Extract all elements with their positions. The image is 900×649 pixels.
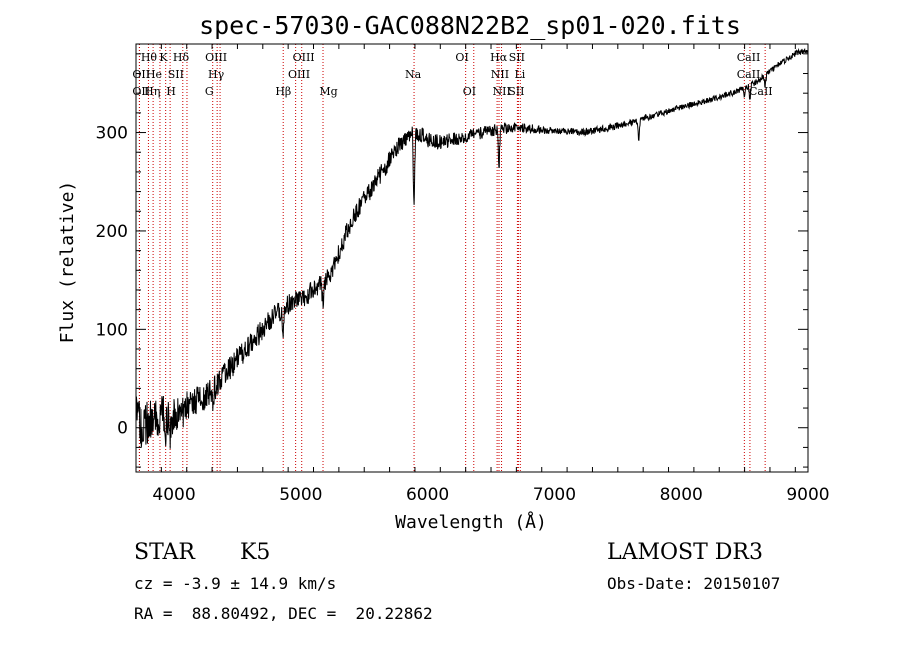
line-label: H — [166, 85, 176, 98]
line-label: SII — [168, 68, 184, 81]
line-label: He — [146, 68, 162, 81]
line-label: Hβ — [275, 85, 291, 98]
line-label: Mg — [319, 85, 337, 98]
line-label: G — [205, 85, 214, 98]
line-label: OI — [463, 85, 476, 98]
y-tick-label: 100 — [96, 320, 128, 340]
line-label: OII — [132, 85, 150, 98]
redshift-cz: cz = -3.9 ± 14.9 km/s — [134, 574, 337, 593]
line-label: Hη — [144, 85, 160, 98]
x-tick-label: 5000 — [279, 485, 322, 505]
line-label: OIII — [288, 68, 310, 81]
line-label: CaII — [737, 68, 761, 81]
line-label: SII — [508, 85, 524, 98]
x-axis-label: Wavelength (Å) — [395, 511, 547, 533]
x-tick-label: 9000 — [786, 485, 829, 505]
line-label: OIII — [293, 51, 315, 64]
y-axis-label: Flux (relative) — [57, 181, 78, 344]
survey-name: LAMOST DR3 — [607, 540, 763, 565]
y-tick-label: 300 — [96, 124, 128, 144]
x-tick-label: 4000 — [152, 485, 195, 505]
ra-dec-coordinates: RA = 88.80492, DEC = 20.22862 — [134, 604, 433, 623]
line-label: OII — [132, 68, 150, 81]
line-label: Hα — [490, 51, 508, 64]
line-label: OIII — [205, 51, 227, 64]
line-label: Li — [515, 68, 526, 81]
line-label: CaII — [749, 85, 773, 98]
line-label: NII — [493, 85, 511, 98]
line-label: Na — [405, 68, 422, 81]
line-label: K — [159, 51, 168, 64]
line-label: SII — [509, 51, 525, 64]
line-label: Hδ — [173, 51, 190, 64]
observation-date: Obs-Date: 20150107 — [607, 574, 781, 593]
x-tick-label: 6000 — [406, 485, 449, 505]
x-tick-label: 7000 — [533, 485, 576, 505]
y-tick-label: 200 — [96, 222, 128, 242]
line-label: Hγ — [208, 68, 225, 81]
plot-frame — [135, 43, 809, 473]
line-label: Hθ — [141, 51, 158, 64]
x-tick-label: 8000 — [660, 485, 703, 505]
line-label: NII — [491, 68, 509, 81]
object-subclass: K5 — [240, 540, 271, 565]
line-label: CaII — [737, 51, 761, 64]
spectrum-line — [135, 47, 809, 449]
line-label: OI — [455, 51, 468, 64]
y-tick-label: 0 — [117, 419, 128, 439]
object-class: STAR — [134, 540, 195, 565]
chart-title: spec-57030-GAC088N22B2_sp01-020.fits — [199, 11, 741, 40]
